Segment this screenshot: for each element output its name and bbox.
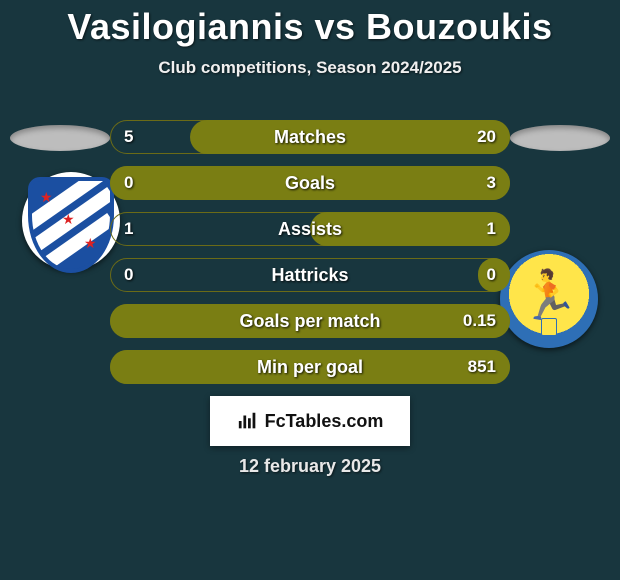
bar-fill <box>310 212 510 246</box>
stat-row: 851Min per goal <box>110 350 510 384</box>
left-ellipse <box>10 125 110 151</box>
club-crest-right: 🏃 <box>500 250 598 348</box>
stat-row: 520Matches <box>110 120 510 154</box>
update-date: 12 february 2025 <box>0 456 620 477</box>
page-subtitle: Club competitions, Season 2024/2025 <box>0 58 620 78</box>
right-ellipse <box>510 125 610 151</box>
stat-row: 11Assists <box>110 212 510 246</box>
runner-icon: 🏃 <box>519 273 579 321</box>
root: Vasilogiannis vs Bouzoukis Club competit… <box>0 0 620 580</box>
stat-row: 00Hattricks <box>110 258 510 292</box>
bar-fill <box>110 304 510 338</box>
page-title: Vasilogiannis vs Bouzoukis <box>0 0 620 48</box>
bar-fill <box>110 350 510 384</box>
bars-icon <box>237 410 259 432</box>
stat-bars: 520Matches 03Goals 11Assists 00Hattricks 0.1… <box>110 120 510 396</box>
bar-fill <box>110 166 510 200</box>
bar-fill <box>190 120 510 154</box>
banner-text: FcTables.com <box>265 411 384 432</box>
stat-row: 03Goals <box>110 166 510 200</box>
club-crest-left: ★ ★ ★ <box>22 172 120 270</box>
shield-icon: ★ ★ ★ <box>28 177 114 273</box>
bar-track <box>110 258 510 292</box>
badge-icon <box>541 318 557 336</box>
stat-row: 0.15Goals per match <box>110 304 510 338</box>
bar-fill <box>478 258 510 292</box>
fctables-banner[interactable]: FcTables.com <box>210 396 410 446</box>
